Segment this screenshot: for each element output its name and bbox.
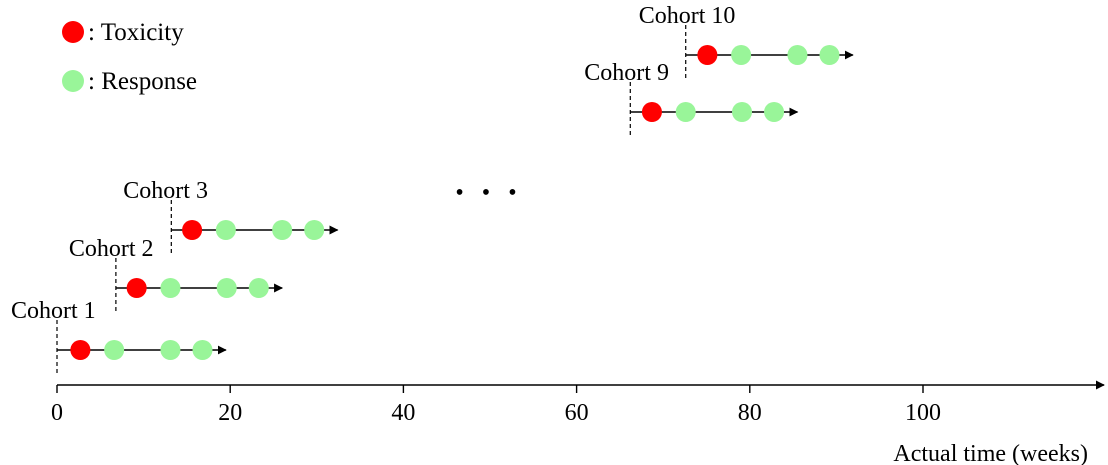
- cohort-label: Cohort 3: [123, 178, 208, 204]
- response-event-marker: [160, 340, 181, 360]
- response-event-marker: [192, 340, 213, 360]
- response-event-marker: [732, 102, 753, 122]
- x-tick-label: 0: [51, 400, 63, 426]
- x-tick-label: 40: [391, 400, 415, 426]
- response-event-marker: [764, 102, 785, 122]
- response-event-marker: [731, 45, 752, 65]
- cohort-label: Cohort 9: [584, 60, 669, 86]
- cohort-label: Cohort 10: [639, 3, 736, 29]
- cohort-3-track: Cohort 3: [123, 178, 339, 253]
- x-axis: 0 20 40 60 80 100 Actual time (weeks): [51, 380, 1105, 465]
- response-event-marker: [248, 278, 269, 298]
- cohort-label: Cohort 2: [69, 236, 154, 262]
- legend-toxicity-marker: [62, 21, 84, 43]
- cohort-label: Cohort 1: [11, 298, 96, 324]
- toxicity-event-marker: [70, 340, 91, 360]
- response-event-marker: [104, 340, 125, 360]
- response-event-marker: [272, 220, 293, 240]
- response-event-marker: [675, 102, 696, 122]
- x-tick-label: 80: [738, 400, 762, 426]
- cohort-4-track: Cohort 9: [584, 60, 799, 135]
- legend: : Toxicity : Response: [62, 19, 197, 95]
- toxicity-event-marker: [641, 102, 662, 122]
- x-tick-label: 20: [218, 400, 242, 426]
- legend-response-label: : Response: [88, 68, 197, 95]
- toxicity-event-marker: [126, 278, 147, 298]
- x-tick-label: 100: [905, 400, 941, 426]
- response-event-marker: [216, 278, 237, 298]
- response-event-marker: [215, 220, 236, 240]
- toxicity-event-marker: [182, 220, 203, 240]
- legend-toxicity-label: : Toxicity: [88, 19, 184, 46]
- cohort-5-track: Cohort 10: [639, 3, 854, 78]
- cohort-2-track: Cohort 2: [69, 236, 284, 311]
- response-event-marker: [304, 220, 325, 240]
- x-axis-label: Actual time (weeks): [893, 441, 1088, 465]
- x-axis-ticks: 0 20 40 60 80 100: [51, 385, 941, 426]
- cohort-1-track: Cohort 1: [11, 298, 227, 373]
- x-tick-label: 60: [565, 400, 589, 426]
- ellipsis-indicator: • • •: [455, 180, 522, 206]
- legend-response-marker: [62, 70, 84, 92]
- response-event-marker: [787, 45, 808, 65]
- toxicity-event-marker: [697, 45, 718, 65]
- cohorts-group: Cohort 1 Cohort 2 Cohort 3 Cohort 9 Cohort 1…: [11, 3, 854, 373]
- response-event-marker: [819, 45, 840, 65]
- response-event-marker: [160, 278, 181, 298]
